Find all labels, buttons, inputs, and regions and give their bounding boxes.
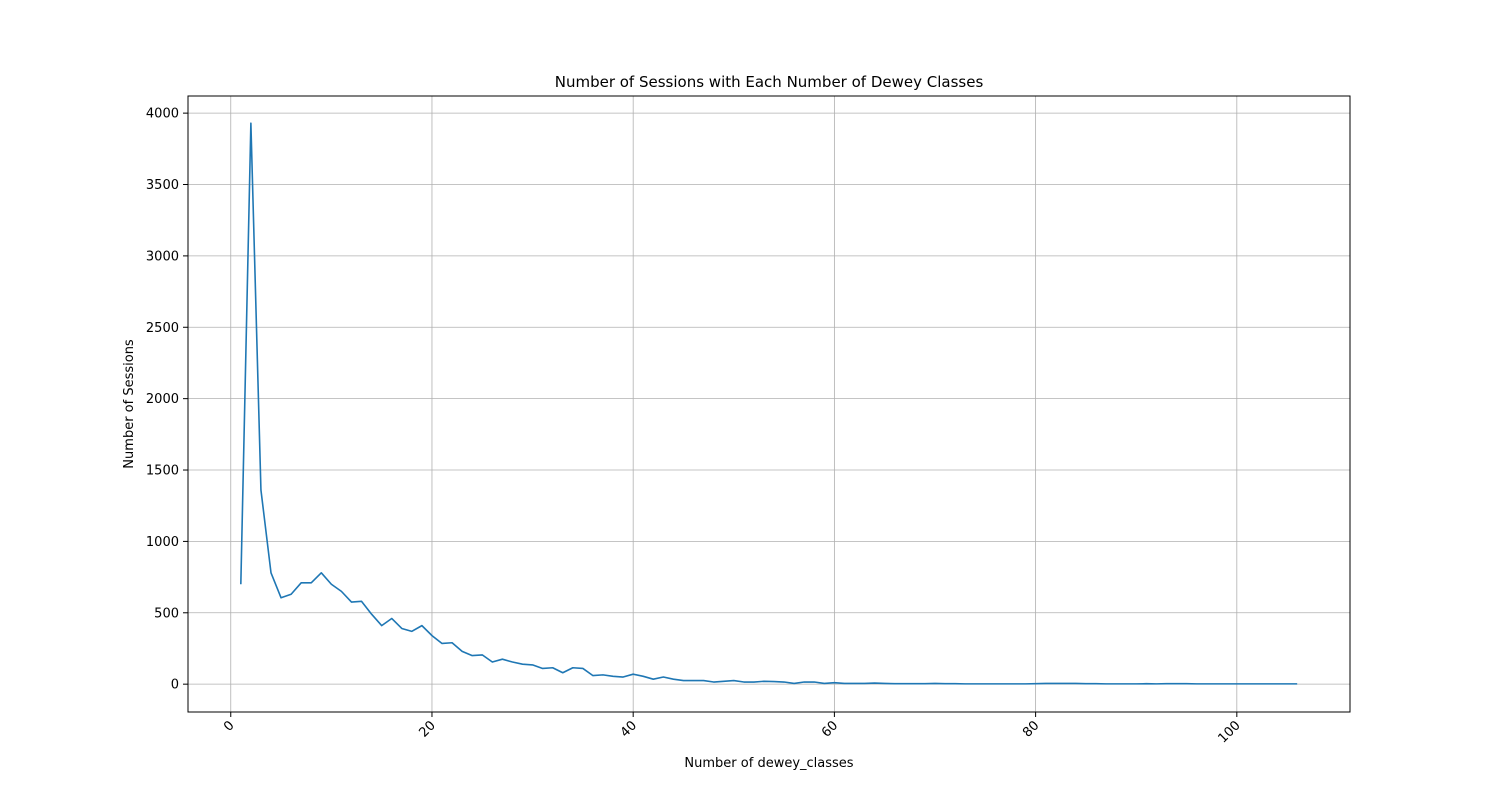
y-tick-label: 4000 xyxy=(146,107,179,122)
y-tick-label: 1500 xyxy=(146,464,179,479)
x-axis-label: Number of dewey_classes xyxy=(684,756,853,771)
y-tick-label: 500 xyxy=(154,606,179,621)
y-tick-label: 2000 xyxy=(146,392,179,407)
y-tick-label: 3000 xyxy=(146,249,179,264)
series-layer xyxy=(240,122,1298,685)
y-tick-label: 3500 xyxy=(146,178,179,193)
y-axis-label: Number of Sessions xyxy=(122,339,137,469)
y-tick-label: 1000 xyxy=(146,535,179,550)
plot-area-frame xyxy=(187,95,1351,713)
grid-lines xyxy=(188,96,1350,712)
y-tick-label: 0 xyxy=(171,678,179,693)
y-axis-ticks: 0 500 1000 1500 2000 2500 3000 3500 4000 xyxy=(146,107,188,693)
chart-title: Number of Sessions with Each Number of D… xyxy=(555,73,984,91)
series-line xyxy=(240,122,1298,685)
y-tick-label: 2500 xyxy=(146,321,179,336)
